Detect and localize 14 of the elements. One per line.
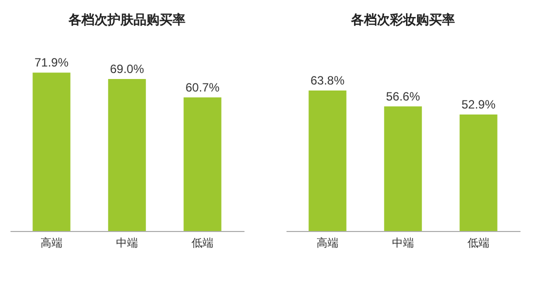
- x-tick-label: 高端: [40, 236, 63, 250]
- data-label: 52.9%: [461, 98, 496, 112]
- x-tick-label: 低端: [467, 236, 490, 250]
- x-tick-label: 中端: [392, 236, 414, 250]
- data-label: 69.0%: [110, 62, 144, 76]
- data-label: 63.8%: [310, 74, 345, 88]
- x-tick-label: 高端: [316, 236, 339, 250]
- chart-title: 各档次彩妆购买率: [350, 12, 455, 27]
- data-label: 56.6%: [386, 89, 420, 104]
- x-tick-label: 中端: [116, 236, 138, 250]
- chart-title: 各档次护肤品购买率: [68, 12, 186, 27]
- data-label: 71.9%: [34, 56, 69, 70]
- data-label: 60.7%: [185, 80, 220, 94]
- x-tick-label: 低端: [191, 236, 214, 250]
